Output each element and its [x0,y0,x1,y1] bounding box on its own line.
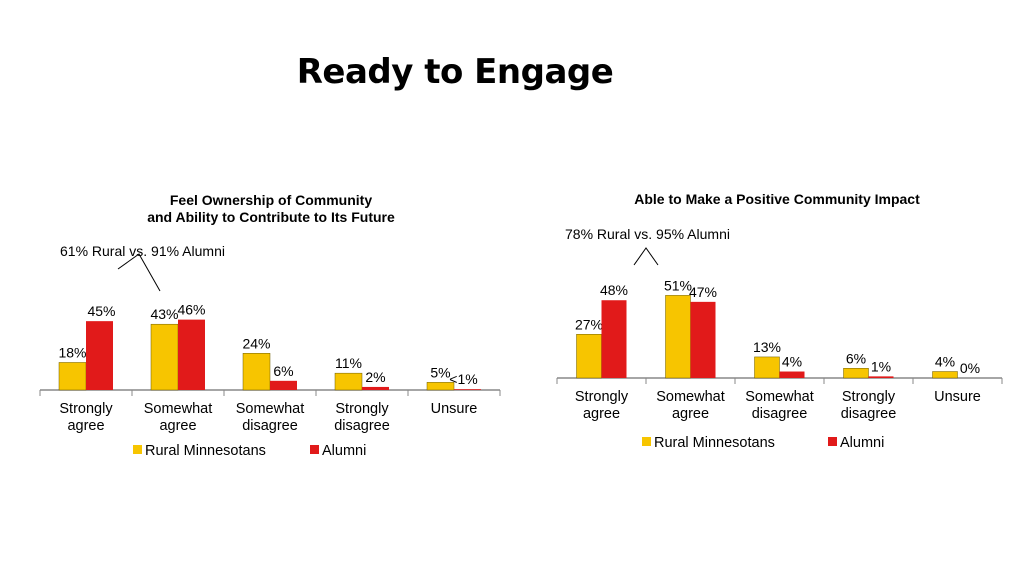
bar-rural [843,368,869,379]
bar-alumni [178,319,205,390]
bar-rural [242,353,271,391]
data-label: 47% [689,284,717,300]
category-label: Unsure [934,389,981,405]
bar-alumni [362,386,389,390]
category-label: Strongly [59,401,113,417]
data-label: 48% [600,282,628,298]
data-label: 51% [664,277,692,293]
data-label: 0% [960,360,980,376]
category-label: agree [159,418,196,434]
data-label: <1% [449,371,477,387]
legend-swatch [310,445,319,454]
data-label: 18% [58,344,86,360]
legend-swatch [642,437,651,446]
category-label: Somewhat [236,401,305,417]
data-label: 46% [177,302,205,318]
category-label: Strongly [842,389,896,405]
chart-title: Feel Ownership of Community [170,192,372,208]
data-label: 6% [273,363,293,379]
category-label: disagree [752,406,808,422]
bar-alumni [690,301,716,378]
data-label: 11% [335,355,362,371]
slide-title: Ready to Engage [296,52,614,92]
data-label: 43% [150,306,178,322]
bar-alumni [868,376,894,378]
legend-label: Alumni [840,435,884,451]
category-label: agree [67,418,104,434]
legend-label: Alumni [322,443,366,459]
category-label: Strongly [335,401,389,417]
bar-rural [334,372,363,391]
annotation-caret [117,253,161,292]
legend-swatch [133,445,142,454]
annotation-caret [633,247,659,266]
bar-rural [58,362,87,391]
bar-rural [932,371,958,379]
category-label: agree [672,406,709,422]
category-label: Unsure [431,401,478,417]
bar-rural [576,334,602,379]
category-label: disagree [841,406,897,422]
data-label: 4% [935,354,955,370]
bar-alumni [454,389,481,390]
bar-rural [426,382,455,391]
category-label: agree [583,406,620,422]
data-label: 1% [871,358,891,374]
data-label: 4% [782,354,802,370]
data-label: 45% [87,303,115,319]
legend-swatch [828,437,837,446]
legend-label: Rural Minnesotans [654,435,775,451]
bar-rural [150,323,179,391]
category-label: disagree [242,418,298,434]
bar-alumni [270,380,297,390]
category-label: Somewhat [656,389,725,405]
chart-annotation: 78% Rural vs. 95% Alumni [565,226,730,242]
chart-annotation: 61% Rural vs. 91% Alumni [60,243,225,259]
category-label: disagree [334,418,390,434]
data-label: 5% [430,364,450,380]
data-label: 6% [846,350,866,366]
bar-alumni [601,300,627,378]
bar-rural [754,356,780,379]
bar-rural [665,295,691,379]
chart-title: and Ability to Contribute to Its Future [147,209,395,225]
category-label: Somewhat [745,389,814,405]
chart-2: Able to Make a Positive Community Impact… [556,191,1003,451]
chart-title: Able to Make a Positive Community Impact [634,191,920,207]
legend-label: Rural Minnesotans [145,443,266,459]
bar-alumni [779,371,805,378]
data-label: 24% [242,335,270,351]
category-label: Strongly [575,389,629,405]
data-label: 27% [575,316,603,332]
data-label: 13% [753,339,781,355]
data-label: 2% [365,369,385,385]
category-label: Somewhat [144,401,213,417]
bar-alumni [86,321,113,390]
